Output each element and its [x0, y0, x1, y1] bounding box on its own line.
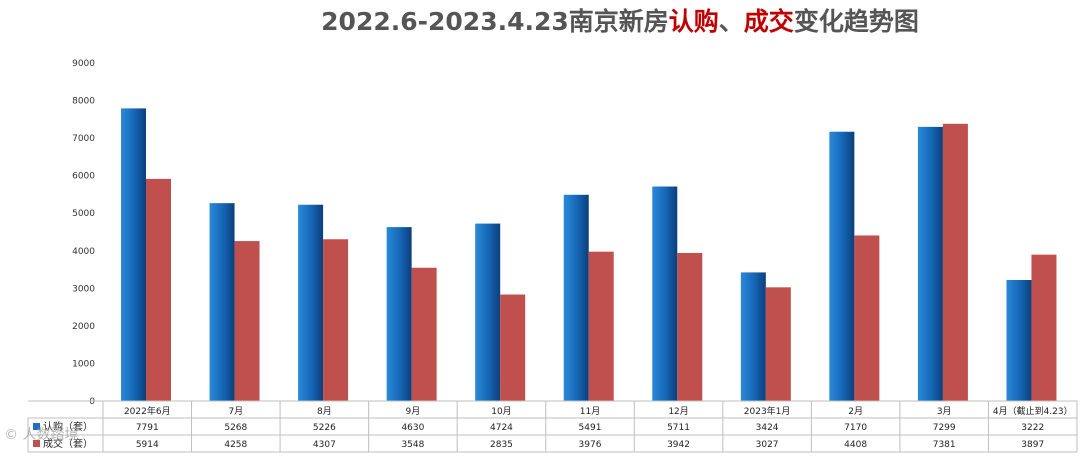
legend-key	[33, 440, 40, 447]
bar-series1	[298, 204, 324, 401]
title-separator: 、	[718, 7, 744, 36]
data-label: 7381	[933, 440, 956, 450]
y-tick-label: 3000	[72, 284, 95, 294]
chart-title: 2022.6-2023.4.23南京新房认购、成交变化趋势图	[0, 2, 1080, 38]
y-tick-label: 4000	[72, 247, 95, 257]
data-label: 4258	[224, 440, 247, 450]
data-label: 4630	[401, 423, 424, 433]
data-label: 7170	[844, 423, 867, 433]
data-label: 7299	[933, 423, 956, 433]
data-label: 2835	[490, 440, 513, 450]
data-label: 3897	[1021, 440, 1044, 450]
x-category-label: 2022年6月	[124, 405, 171, 417]
bar-series2	[1031, 254, 1057, 401]
data-label: 5711	[667, 423, 690, 433]
bar-series2	[500, 294, 526, 401]
data-label: 4408	[844, 440, 867, 450]
data-label: 5491	[579, 423, 602, 433]
y-tick-label: 2000	[72, 322, 95, 332]
data-label: 3548	[401, 440, 424, 450]
bar-series1	[386, 227, 412, 401]
y-tick-label: 6000	[72, 172, 95, 182]
y-tick-label: 7000	[72, 134, 95, 144]
bar-series1	[1006, 279, 1032, 401]
title-highlight-subscribe: 认购	[668, 7, 719, 36]
data-label: 3976	[579, 440, 602, 450]
x-category-label: 11月	[580, 406, 600, 417]
data-label: 3942	[667, 440, 690, 450]
y-tick-label: 9000	[72, 59, 95, 69]
x-category-label: 4月（截止到4.23）	[993, 405, 1073, 417]
y-tick-label: 5000	[72, 209, 95, 219]
title-highlight-deal: 成交	[743, 7, 794, 36]
title-suffix: 变化趋势图	[793, 7, 919, 36]
bar-series2	[323, 239, 349, 401]
bar-series1	[209, 203, 235, 401]
data-label: 3027	[756, 440, 779, 450]
bar-series2	[588, 251, 614, 401]
data-label: 4724	[490, 423, 513, 433]
bar-series1	[917, 126, 943, 401]
y-tick-label: 8000	[72, 97, 95, 107]
x-category-label: 7月	[228, 406, 243, 417]
data-label: 5226	[313, 423, 336, 433]
y-tick-label: 1000	[72, 359, 95, 369]
data-label: 5268	[224, 423, 247, 433]
bar-series2	[942, 123, 968, 402]
watermark: © 人数踏境	[4, 427, 79, 443]
title-prefix: 2022.6-2023.4.23南京新房	[321, 7, 669, 36]
data-label: 5914	[136, 440, 159, 450]
legend-label: 成交（套）	[43, 437, 93, 450]
bar-series1	[740, 272, 766, 401]
bar-series2	[146, 178, 171, 401]
x-category-label: 2023年1月	[744, 405, 791, 417]
bar-series1	[563, 194, 589, 401]
bar-series1	[652, 186, 678, 401]
data-label: 7791	[136, 423, 159, 433]
bar-series1	[475, 223, 501, 401]
data-label: 3222	[1021, 423, 1044, 433]
data-table: 2022年6月 7月 8月 9月 10月 11月 12月 2023年1月 2月 3月 4月（截止到4…	[27, 400, 1078, 453]
bars	[121, 108, 1057, 402]
x-category-label: 8月	[317, 406, 332, 417]
x-category-label: 2月	[848, 406, 863, 417]
data-label: 4307	[313, 440, 336, 450]
x-category-label: 12月	[668, 406, 688, 417]
legend-label: 认购（套）	[43, 420, 93, 433]
bar-series1	[829, 131, 855, 401]
x-category-label: 9月	[406, 406, 421, 417]
x-category-label: 3月	[937, 406, 952, 417]
x-category-label: 10月	[491, 406, 511, 417]
bar-series2	[234, 241, 260, 401]
bar-series2	[411, 267, 437, 401]
data-label: 3424	[756, 423, 779, 433]
y-tick-label: 0	[89, 397, 95, 407]
bar-series2	[765, 287, 791, 401]
bar-series2	[854, 235, 880, 401]
legend-key	[33, 423, 40, 430]
bar-series1	[121, 108, 146, 401]
bar-series2	[677, 252, 703, 401]
